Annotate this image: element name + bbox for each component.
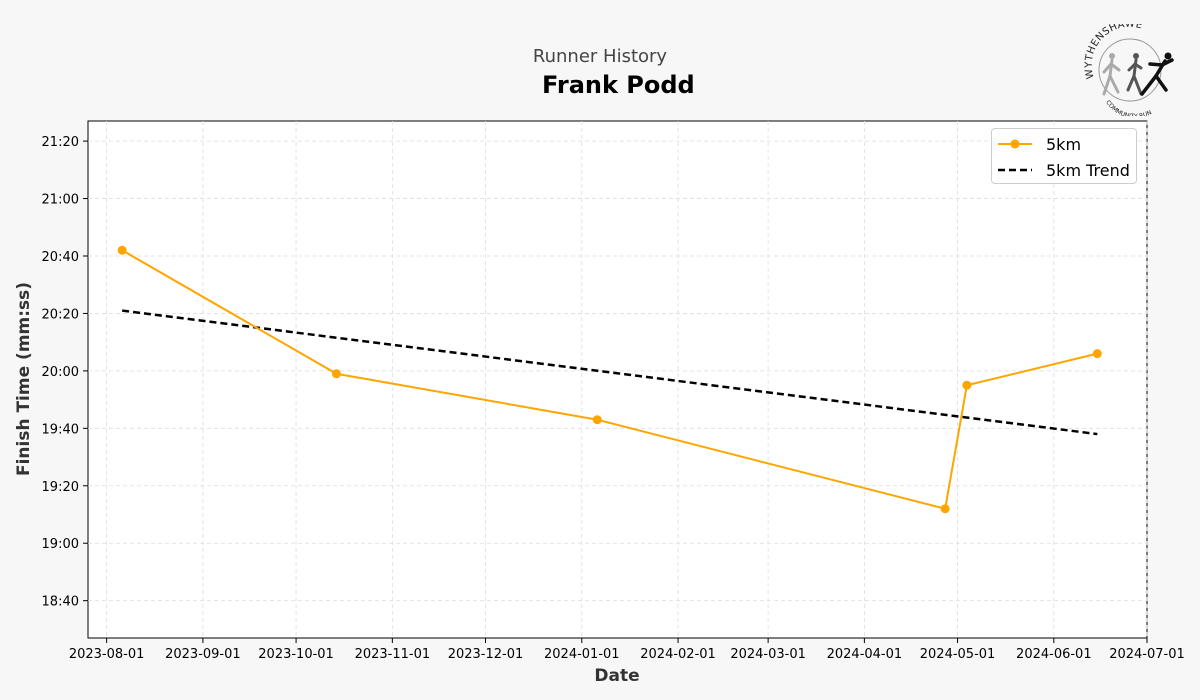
x-tick-label: 2024-03-01 (730, 647, 806, 662)
data-point (940, 504, 950, 514)
x-tick-label: 2023-08-01 (69, 647, 145, 662)
legend-item-5km-trend: 5km Trend (998, 159, 1130, 181)
series-line-5km (121, 249, 1098, 510)
chart-title: Frank Podd (542, 71, 695, 99)
legend-marker-line-icon (998, 139, 1032, 149)
y-tick-label: 20:40 (42, 250, 79, 265)
runner-mid-icon (1126, 53, 1143, 96)
y-tick-label: 21:20 (42, 135, 79, 150)
y-tick-label: 18:40 (42, 595, 79, 610)
x-tick-label: 2023-12-01 (448, 647, 524, 662)
x-tick-label: 2024-07-01 (1109, 647, 1185, 662)
data-point (331, 369, 341, 379)
svg-text:COMMUNITY RUN: COMMUNITY RUN (1104, 99, 1153, 116)
runner-dark-icon (1140, 52, 1174, 96)
series-lines (117, 245, 1102, 514)
x-axis-label: Date (594, 666, 639, 686)
x-tick-label: 2024-01-01 (544, 647, 620, 662)
community-run-logo: WYTHENSHAWE COMMUNITY RUN (1084, 24, 1174, 116)
chart-legend: 5km 5km Trend (991, 128, 1137, 184)
data-point (962, 380, 972, 390)
y-tick-label: 21:00 (42, 193, 79, 208)
legend-dashed-line-icon (998, 168, 1032, 172)
data-point (1092, 349, 1102, 359)
x-tick-label: 2023-11-01 (355, 647, 431, 662)
data-point (117, 245, 127, 255)
x-tick-label: 2024-06-01 (1016, 647, 1092, 662)
legend-item-5km: 5km (998, 133, 1081, 155)
y-tick-label: 20:20 (42, 307, 79, 322)
y-axis-label: Finish Time (mm:ss) (14, 282, 34, 476)
runner-light-icon (1102, 53, 1121, 96)
y-tick-label: 20:00 (42, 365, 79, 380)
x-tick-label: 2024-02-01 (640, 647, 716, 662)
legend-label: 5km Trend (1046, 160, 1130, 180)
x-axis-ticks: 2023-08-01 2023-09-01 2023-10-01 2023-11-01… (69, 638, 1185, 662)
plot-area (87, 120, 1148, 639)
trend-line (122, 309, 1098, 436)
data-point (592, 415, 602, 425)
y-tick-label: 19:00 (42, 537, 79, 552)
legend-label: 5km (1046, 134, 1082, 154)
y-tick-label: 19:20 (42, 480, 79, 495)
grid-lines (88, 121, 1148, 638)
chart-supertitle: Runner History (532, 46, 668, 67)
x-tick-label: 2023-10-01 (258, 647, 334, 662)
y-axis-ticks: 18:40 19:00 19:20 19:40 20:00 20:20 20:40 21:00… (42, 135, 88, 610)
x-tick-label: 2023-09-01 (165, 647, 241, 662)
x-tick-label: 2024-04-01 (827, 647, 903, 662)
y-tick-label: 19:40 (42, 422, 79, 437)
x-tick-label: 2024-05-01 (920, 647, 996, 662)
